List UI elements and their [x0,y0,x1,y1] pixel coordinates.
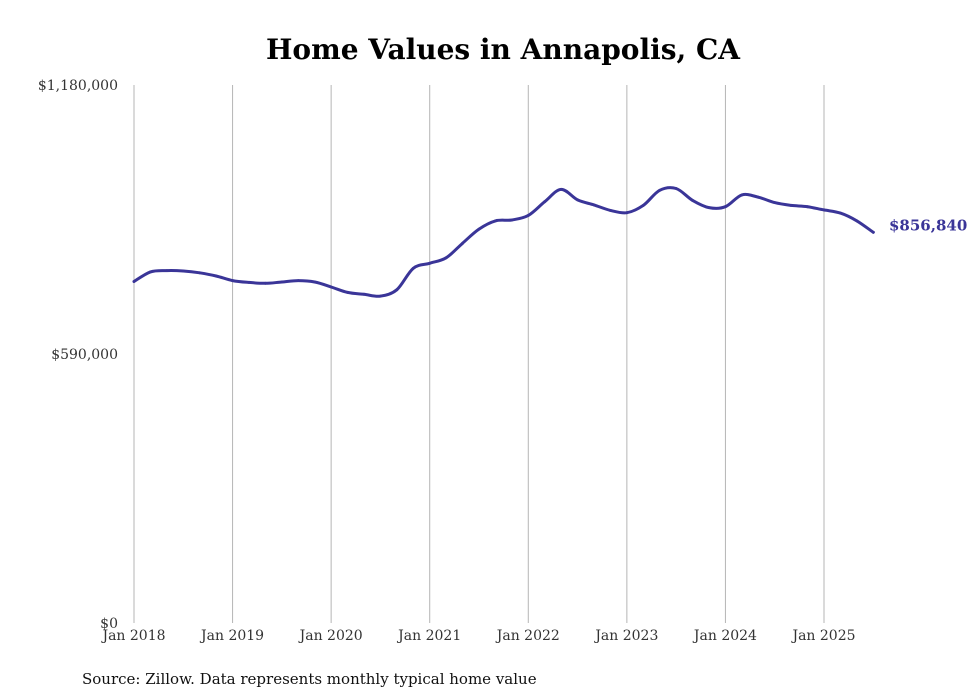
data-points [132,187,875,298]
x-tick-label: Jan 2019 [199,628,264,644]
x-tick-label: Jan 2020 [298,628,363,644]
data-point [592,203,596,207]
data-point [313,280,317,284]
data-point [625,211,629,215]
data-point [264,281,267,285]
data-point [346,291,349,294]
data-point [773,201,777,205]
data-point [181,269,185,273]
data-point [576,198,579,202]
data-point [839,211,842,215]
data-point [510,218,514,222]
data-point [756,195,760,199]
data-point [149,270,152,274]
source-note: Source: Zillow. Data represents monthly … [82,670,537,688]
x-tick-label: Jan 2023 [593,628,658,644]
series-line [132,186,875,298]
data-point [395,288,399,292]
data-point [296,279,300,282]
data-point [641,204,645,207]
data-point [609,209,612,212]
data-point [428,261,432,265]
data-point [477,227,481,231]
data-point [707,206,711,210]
x-tick-label: Jan 2021 [396,628,461,644]
data-point [165,269,169,272]
data-point [494,219,497,223]
data-point [559,188,563,191]
data-point [379,294,382,298]
x-tick-label: Jan 2018 [100,628,165,644]
data-point [362,292,366,296]
data-point [461,241,464,245]
data-point [231,279,235,282]
x-tick-label: Jan 2025 [790,628,855,644]
x-axis: Jan 2018 Jan 2019 Jan 2020 Jan 2021 Jan 2022… [100,628,855,644]
y-tick-label: $1,180,000 [38,78,118,94]
data-point [674,187,678,190]
x-tick-label: Jan 2022 [495,628,560,644]
data-point [658,188,662,192]
data-point [822,208,826,212]
y-tick-label: $0 [100,616,118,632]
data-point [740,193,744,197]
data-point [806,205,809,209]
end-value-label: $856,840 [889,216,967,234]
data-point [543,200,547,204]
data-point [329,285,333,289]
data-point [444,256,448,260]
data-point [280,280,284,284]
data-point [724,205,727,209]
data-point [526,214,530,217]
data-point [132,280,136,283]
y-axis: $0 $590,000 $1,180,000 [38,78,118,632]
data-point [691,199,694,202]
data-point [789,204,793,207]
data-point [198,271,202,275]
data-point [855,219,859,223]
chart-title: Home Values in Annapolis, CA [266,33,741,66]
y-tick-label: $590,000 [51,347,118,363]
data-point [247,281,251,284]
data-point [214,274,218,278]
gridlines [133,85,825,623]
data-point [871,230,875,234]
x-tick-label: Jan 2024 [692,628,757,644]
data-point [411,266,415,270]
